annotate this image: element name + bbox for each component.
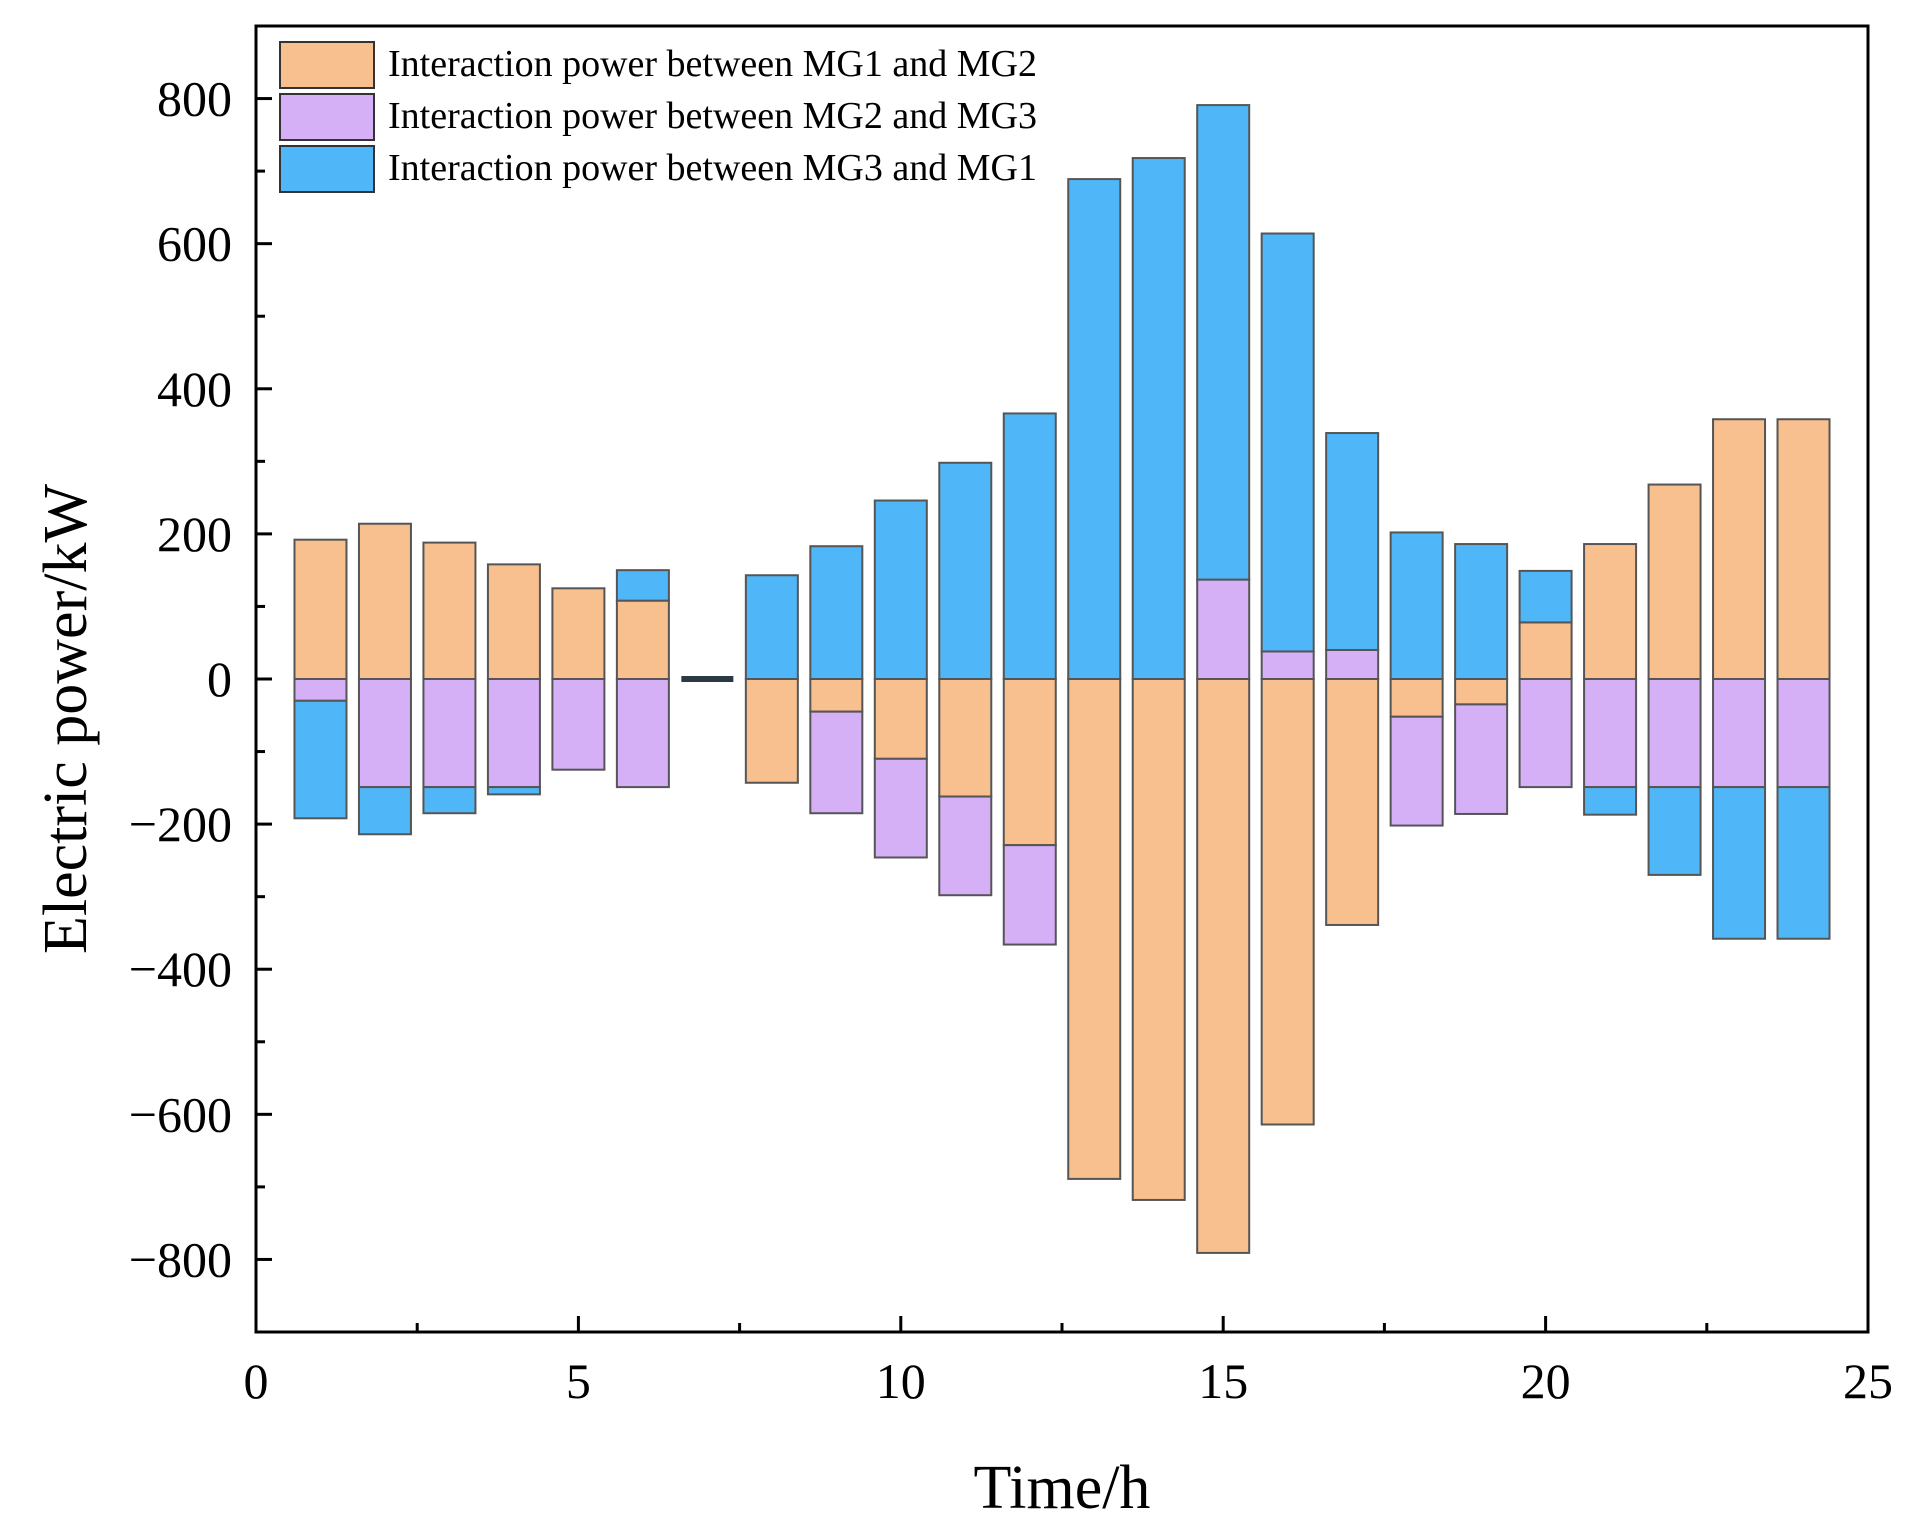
bar-series-3-t15 xyxy=(1196,104,1251,581)
bar-series-2-t2 xyxy=(357,678,412,789)
bar-series-2-t22 xyxy=(1647,678,1702,789)
bar-series-1-t17 xyxy=(1325,678,1380,926)
bar-series-3-t6 xyxy=(615,569,670,602)
bar-series-1-t3 xyxy=(422,541,477,681)
bar-series-1-t10 xyxy=(873,678,928,760)
bar-series-2-t20 xyxy=(1518,678,1573,789)
y-tick-label: 600 xyxy=(157,216,232,272)
bar-series-1-t22 xyxy=(1647,483,1702,680)
y-tick-label: −800 xyxy=(129,1231,232,1287)
bar-series-2-t3 xyxy=(422,678,477,789)
x-tick-label: 10 xyxy=(876,1353,926,1409)
bar-series-2-t24 xyxy=(1776,678,1831,789)
bar-series-1-t4 xyxy=(486,563,541,681)
x-axis-title: Time/h xyxy=(974,1454,1151,1522)
bar-series-1-t9 xyxy=(809,678,864,713)
bar-series-3-t19 xyxy=(1454,543,1509,681)
bars-layer xyxy=(293,104,1831,1254)
y-tick-label: 200 xyxy=(157,506,232,562)
bar-series-3-t2 xyxy=(357,786,412,836)
bar-series-2-t5 xyxy=(551,678,606,771)
bar-series-2-t9 xyxy=(809,710,864,815)
bar-series-1-t19 xyxy=(1454,678,1509,706)
y-tick-label: 800 xyxy=(157,71,232,127)
bar-series-2-t1 xyxy=(293,678,348,702)
bar-series-2-t23 xyxy=(1712,678,1767,789)
bar-series-1-t18 xyxy=(1389,678,1444,718)
bar-series-1-t2 xyxy=(357,522,412,681)
bar-series-2-t15 xyxy=(1196,578,1251,680)
bar-series-1-t1 xyxy=(293,538,348,681)
y-axis-title: Electric power/kW xyxy=(32,484,100,954)
bar-series-1-t21 xyxy=(1583,543,1638,681)
y-tick-label: −200 xyxy=(129,796,232,852)
bar-series-3-t17 xyxy=(1325,432,1380,651)
legend-swatch-3 xyxy=(279,145,375,193)
bar-series-2-t19 xyxy=(1454,703,1509,815)
bar-series-3-t20 xyxy=(1518,569,1573,624)
bar-zero-marker-t7 xyxy=(681,676,734,682)
legend-label-1: Interaction power between MG1 and MG2 xyxy=(388,43,1037,85)
bar-series-3-t4 xyxy=(486,786,541,796)
bar-series-1-t15 xyxy=(1196,678,1251,1254)
y-tick-label: 400 xyxy=(157,361,232,417)
bar-series-1-t5 xyxy=(551,587,606,680)
bar-series-2-t12 xyxy=(1002,844,1057,946)
bar-series-3-t1 xyxy=(293,699,348,820)
bar-series-2-t21 xyxy=(1583,678,1638,789)
bar-series-1-t13 xyxy=(1067,678,1122,1180)
y-tick-label: 0 xyxy=(207,651,232,707)
bar-series-3-t14 xyxy=(1131,157,1186,681)
legend-label-2: Interaction power between MG2 and MG3 xyxy=(388,95,1037,137)
bar-series-2-t16 xyxy=(1260,650,1315,681)
x-tick-label: 15 xyxy=(1198,1353,1248,1409)
bar-series-3-t3 xyxy=(422,786,477,815)
bar-series-1-t23 xyxy=(1712,418,1767,680)
bar-series-3-t8 xyxy=(744,574,799,680)
bar-series-3-t16 xyxy=(1260,232,1315,653)
bar-series-3-t23 xyxy=(1712,786,1767,940)
bar-series-1-t14 xyxy=(1131,678,1186,1201)
y-tick-label: −600 xyxy=(129,1086,232,1142)
bar-series-2-t4 xyxy=(486,678,541,789)
bar-series-3-t21 xyxy=(1583,786,1638,816)
legend: Interaction power between MG1 and MG2 Int… xyxy=(279,41,1037,193)
bar-series-2-t6 xyxy=(615,678,670,789)
bar-series-3-t13 xyxy=(1067,178,1122,680)
x-tick-label: 25 xyxy=(1843,1353,1893,1409)
legend-label-3: Interaction power between MG3 and MG1 xyxy=(388,147,1037,189)
bar-series-3-t18 xyxy=(1389,531,1444,681)
bar-series-3-t10 xyxy=(873,499,928,680)
bar-series-3-t12 xyxy=(1002,412,1057,680)
bar-series-2-t17 xyxy=(1325,648,1380,681)
x-tick-label: 0 xyxy=(244,1353,269,1409)
bar-series-2-t18 xyxy=(1389,715,1444,827)
x-tick-label: 5 xyxy=(566,1353,591,1409)
bar-series-1-t16 xyxy=(1260,678,1315,1126)
legend-swatch-1 xyxy=(279,41,375,89)
bar-series-1-t11 xyxy=(938,678,993,798)
bar-series-3-t9 xyxy=(809,545,864,680)
legend-swatch-2 xyxy=(279,93,375,141)
bar-series-3-t24 xyxy=(1776,786,1831,940)
axis-ticks: 0 5 10 15 20 25 −800 −600 −400 −200 0 200 400 600 800 xyxy=(129,71,1893,1409)
bar-series-3-t22 xyxy=(1647,786,1702,876)
bar-series-1-t20 xyxy=(1518,621,1573,681)
bar-series-1-t12 xyxy=(1002,678,1057,847)
bar-series-1-t24 xyxy=(1776,418,1831,680)
bar-series-3-t11 xyxy=(938,461,993,681)
x-tick-label: 20 xyxy=(1521,1353,1571,1409)
bar-series-2-t11 xyxy=(938,795,993,897)
bar-series-1-t6 xyxy=(615,599,670,681)
bar-series-2-t10 xyxy=(873,757,928,859)
bar-series-1-t8 xyxy=(744,678,799,784)
y-tick-label: −400 xyxy=(129,941,232,997)
